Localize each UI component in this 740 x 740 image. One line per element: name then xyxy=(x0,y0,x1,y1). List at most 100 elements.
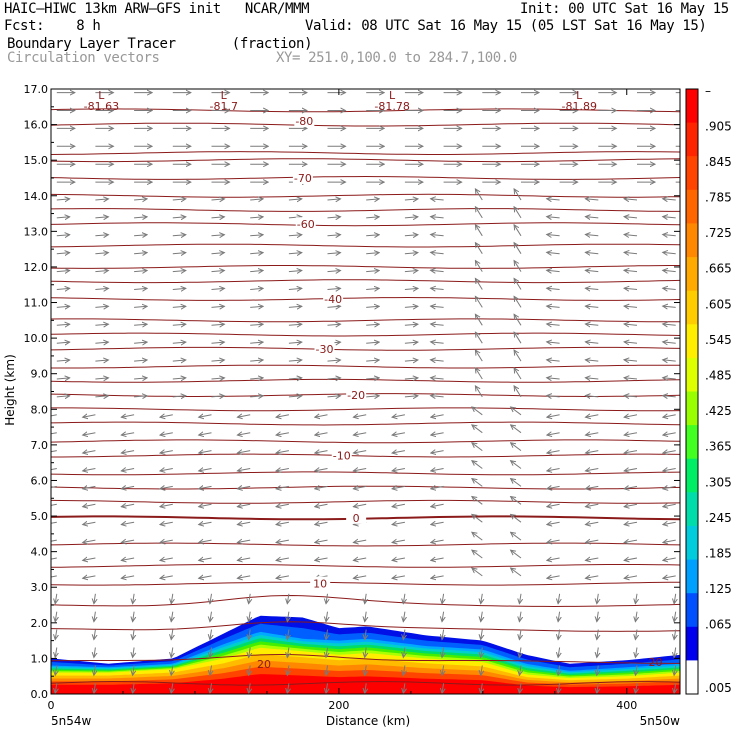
circulation-vector xyxy=(51,414,57,417)
circulation-vector xyxy=(199,451,212,453)
circulation-vector xyxy=(514,350,522,362)
circulation-vector xyxy=(472,568,483,577)
circulation-vector xyxy=(199,433,212,435)
circulation-vector xyxy=(624,306,638,307)
circulation-vector xyxy=(514,243,522,254)
x-tick-label: 200 xyxy=(328,699,349,712)
circulation-vector xyxy=(663,433,676,435)
circulation-vector xyxy=(585,288,599,289)
circulation-vector xyxy=(211,235,225,236)
circulation-vector xyxy=(366,306,379,307)
circulation-vector xyxy=(475,207,483,219)
circulation-vector xyxy=(624,486,638,488)
circulation-vector xyxy=(56,324,70,325)
circulation-vector xyxy=(586,558,599,560)
temperature-contour-line xyxy=(51,265,680,269)
circulation-vector xyxy=(250,271,263,272)
temperature-contour-line xyxy=(51,208,680,212)
circulation-vector xyxy=(55,665,57,675)
circulation-vector xyxy=(287,593,289,604)
circulation-vector xyxy=(160,504,173,506)
circulation-vector xyxy=(55,629,57,640)
y-tick-label: 13.0 xyxy=(24,225,49,238)
contour-label: -70 xyxy=(294,172,312,185)
circulation-vector xyxy=(171,665,173,675)
circulation-vector xyxy=(403,629,405,640)
circulation-vector xyxy=(597,683,599,693)
circulation-vector xyxy=(547,378,560,379)
circulation-vector xyxy=(288,288,302,289)
circulation-vector xyxy=(585,342,599,343)
circulation-vector xyxy=(663,235,676,236)
right-endpoint-label: 5n50w xyxy=(640,714,681,728)
circulation-vector xyxy=(55,647,57,658)
circulation-vector xyxy=(663,199,676,200)
y-tick-label: 11.0 xyxy=(24,297,49,310)
circulation-vector xyxy=(558,647,560,658)
circulation-vector xyxy=(121,540,135,542)
circulation-vector xyxy=(663,415,676,417)
circulation-vector xyxy=(514,368,522,380)
circulation-vector xyxy=(558,629,560,640)
circulation-vector xyxy=(547,199,560,200)
circulation-vector xyxy=(514,207,522,219)
circulation-vector xyxy=(442,629,444,640)
circulation-vector xyxy=(585,324,599,325)
circulation-vector xyxy=(51,521,57,524)
circulation-vector xyxy=(237,451,251,453)
colorbar-swatch xyxy=(686,290,698,325)
circulation-vector xyxy=(365,611,367,622)
circulation-vector xyxy=(585,378,599,379)
contour-label: 0 xyxy=(353,512,360,525)
y-tick-label: 16.0 xyxy=(24,119,49,132)
circulation-vector xyxy=(514,279,522,290)
circulation-vector xyxy=(404,342,418,343)
colorbar-swatch xyxy=(686,660,698,695)
circulation-vector xyxy=(624,433,638,435)
circulation-vector xyxy=(511,479,522,487)
circulation-vector xyxy=(121,522,135,524)
circulation-vector xyxy=(431,378,444,379)
contour-label-bg xyxy=(310,576,331,590)
circulation-vector xyxy=(199,469,212,471)
circulation-vector xyxy=(431,342,444,343)
y-tick-label: 2.0 xyxy=(31,617,49,630)
circulation-vector xyxy=(597,647,599,658)
contour-labels: 20 20100-10-20-30-40-60-70-80L-81.63L-81.… xyxy=(84,89,663,671)
circulation-vector xyxy=(547,576,560,578)
colorbar-swatch xyxy=(686,425,698,460)
circulation-vector xyxy=(481,611,483,622)
circulation-vector xyxy=(472,532,483,541)
circulation-vector xyxy=(558,593,560,604)
circulation-vector xyxy=(276,486,289,488)
circulation-vector xyxy=(475,368,483,380)
y-tick-label: 15.0 xyxy=(24,154,49,167)
contour-label: -30 xyxy=(315,343,333,356)
circulation-vector xyxy=(472,425,483,434)
circulation-vector xyxy=(56,199,70,200)
circulation-vector xyxy=(624,451,638,453)
circulation-vector xyxy=(55,593,57,604)
circulation-vector xyxy=(276,433,289,435)
circulation-vector xyxy=(635,683,637,693)
circulation-vector xyxy=(83,504,96,506)
circulation-vector xyxy=(431,324,444,325)
contour-label-bg xyxy=(331,448,352,462)
circulation-vector xyxy=(366,253,379,254)
temperature-contour-line xyxy=(51,296,680,301)
circulation-vector xyxy=(315,486,328,488)
circulation-vector xyxy=(431,288,444,289)
circulation-vector xyxy=(663,306,676,307)
circulation-vector xyxy=(514,225,522,237)
circulation-vector xyxy=(475,261,483,272)
circulation-vector xyxy=(51,450,57,453)
circulation-vector xyxy=(83,486,96,488)
circulation-vector xyxy=(558,665,560,675)
circulation-vector xyxy=(315,451,328,453)
circulation-vector xyxy=(353,540,367,542)
circulation-vector xyxy=(315,504,328,506)
circulation-vector xyxy=(211,396,225,397)
circulation-vector xyxy=(249,665,251,675)
circulation-vector xyxy=(366,288,379,289)
circulation-vector xyxy=(514,314,522,326)
